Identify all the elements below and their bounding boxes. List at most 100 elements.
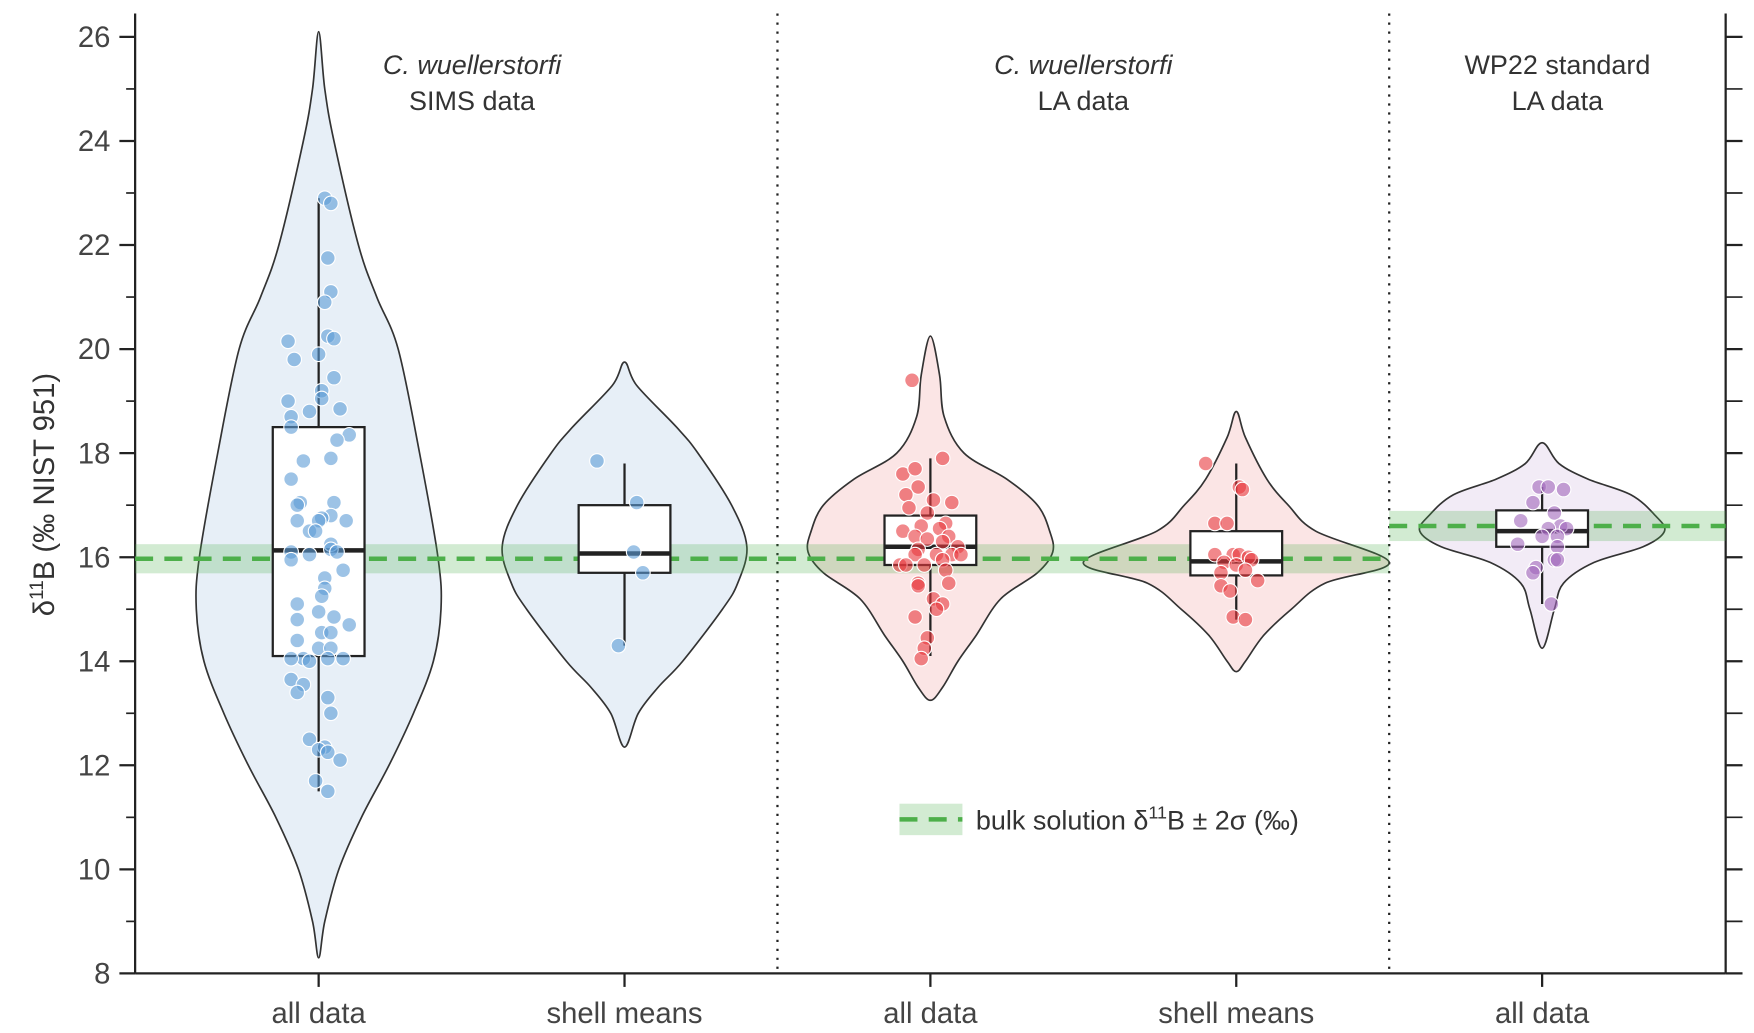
point	[934, 450, 951, 467]
point	[898, 557, 914, 573]
point	[326, 609, 342, 625]
legend-text: B ± 2σ (‰)	[1167, 806, 1299, 836]
point	[313, 588, 330, 605]
point	[326, 330, 342, 347]
point	[319, 783, 336, 800]
point	[1546, 505, 1563, 521]
point	[319, 250, 336, 266]
point	[310, 603, 327, 620]
y-tick-label: 18	[78, 438, 111, 470]
point	[289, 596, 306, 612]
point	[1234, 481, 1251, 498]
point	[1540, 479, 1557, 495]
point	[1219, 515, 1235, 532]
point	[934, 533, 951, 550]
panel-title: C. wuellerstorfi	[383, 50, 562, 80]
point	[1222, 583, 1239, 599]
point	[323, 195, 339, 212]
point	[326, 369, 342, 386]
point	[319, 650, 336, 667]
point	[289, 512, 306, 529]
point	[1512, 512, 1529, 529]
point	[316, 294, 333, 311]
point	[907, 546, 923, 563]
point	[341, 616, 358, 633]
point	[943, 494, 960, 511]
point	[283, 471, 299, 488]
panel-title: C. wuellerstorfi	[994, 50, 1173, 80]
point	[1525, 494, 1541, 511]
point	[1237, 562, 1254, 579]
point	[295, 453, 312, 469]
point	[625, 544, 642, 560]
point	[919, 505, 936, 521]
point	[283, 650, 299, 667]
point	[323, 450, 339, 467]
point	[628, 494, 645, 511]
y-tick-label: 22	[78, 230, 111, 262]
point	[910, 577, 927, 594]
point	[323, 705, 339, 722]
point	[280, 393, 296, 409]
point	[907, 609, 923, 625]
point	[925, 492, 942, 508]
y-tick-label: 24	[78, 126, 111, 158]
y-tick-label: 8	[94, 959, 110, 991]
point	[910, 479, 927, 495]
point	[928, 601, 945, 618]
y-tick-label: 10	[78, 854, 111, 886]
legend-sup: 11	[1148, 802, 1167, 822]
point	[1534, 528, 1551, 545]
point	[307, 773, 324, 789]
point	[953, 546, 969, 563]
point	[319, 744, 336, 761]
point	[919, 531, 936, 547]
point	[301, 653, 318, 670]
point	[1213, 564, 1229, 581]
point	[1555, 481, 1572, 498]
point	[307, 523, 324, 540]
point	[610, 637, 627, 654]
panel-title: SIMS data	[409, 86, 535, 116]
x-tick-label: all data	[272, 998, 367, 1030]
point	[323, 624, 339, 641]
panel-title: WP22 standard	[1464, 50, 1650, 80]
legend-label: bulk solution δ11B ± 2σ (‰)	[976, 802, 1299, 835]
y-tick-label: 14	[78, 646, 111, 678]
y-tick-label: 20	[78, 334, 111, 366]
point	[1197, 455, 1214, 472]
point	[319, 689, 336, 706]
point	[313, 390, 330, 407]
point	[916, 557, 933, 573]
point	[913, 650, 930, 667]
point	[283, 551, 299, 568]
point	[335, 562, 351, 579]
x-tick-label: all data	[883, 998, 978, 1030]
box	[577, 504, 672, 574]
point	[289, 497, 306, 514]
point	[289, 632, 306, 649]
x-tick-label: shell means	[547, 998, 703, 1030]
y-axis-label: δ11B (‰ NIST 951)	[27, 373, 61, 616]
y-tick-label: 16	[78, 542, 111, 574]
point	[310, 346, 327, 363]
point	[635, 564, 651, 581]
point	[289, 684, 306, 701]
y-tick-label: 12	[78, 750, 111, 782]
panel-title: LA data	[1038, 86, 1129, 116]
point	[335, 650, 351, 667]
point	[301, 546, 318, 563]
point	[286, 351, 303, 368]
point	[898, 486, 914, 503]
point	[1549, 538, 1566, 555]
point	[332, 401, 348, 417]
point	[301, 731, 318, 748]
point	[329, 544, 345, 560]
point	[937, 562, 954, 579]
legend-text: bulk solution δ	[976, 806, 1148, 836]
y-tick-label: 26	[78, 22, 111, 54]
point	[301, 403, 318, 420]
point	[901, 499, 917, 516]
